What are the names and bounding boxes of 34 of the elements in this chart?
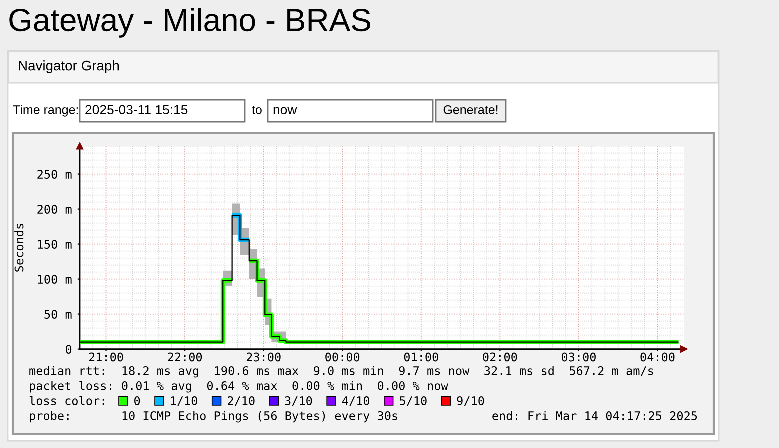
- chart-subtitle: Navigator Graph: [19, 60, 119, 74]
- legend-label: 0: [134, 396, 140, 406]
- x-tick-label: 04:00: [640, 352, 675, 362]
- legend-label: 5/10: [400, 396, 427, 406]
- x-tick-label: 03:00: [562, 352, 596, 362]
- legend-title: loss color:: [30, 396, 104, 406]
- legend-label: 9/10: [457, 396, 484, 406]
- text: median rtt: 18.2 ms avg 190.6 ms max 9.0 ms min 9.7 ms now 32.1 ms sd 567.2 m am/s: [30, 366, 654, 378]
- y-axis-title: Seconds: [14, 224, 24, 272]
- text: Generate!: [444, 106, 498, 114]
- text: 2025-03-11 15:15: [86, 105, 188, 115]
- legend-label: 1/10: [171, 396, 198, 406]
- x-tick-label: 23:00: [246, 352, 281, 362]
- x-tick-label: 02:00: [483, 352, 518, 362]
- text: probe: 10 ICMP Echo Pings (56 Bytes) every 30s: [30, 411, 398, 423]
- text: now: [274, 107, 298, 115]
- x-tick-label: 22:00: [168, 352, 202, 362]
- legend-label: 4/10: [342, 396, 370, 406]
- text: Time range:: [13, 105, 78, 117]
- text: to: [252, 106, 262, 114]
- text: end: Fri Mar 14 04:17:25 2025: [492, 411, 698, 420]
- y-tick-label: 0: [66, 345, 72, 354]
- x-tick-label: 01:00: [404, 352, 438, 362]
- legend-label: 3/10: [285, 396, 312, 406]
- chart-title: Gateway - Milano - BRAS: [10, 8, 370, 38]
- x-tick-label: 21:00: [89, 352, 124, 362]
- legend-label: 2/10: [228, 396, 255, 406]
- y-tick-label: 50 m: [44, 310, 72, 319]
- x-tick-label: 00:00: [326, 352, 360, 362]
- y-tick-label: 100 m: [38, 275, 72, 284]
- y-tick-label: 200 m: [38, 205, 72, 214]
- y-tick-label: 150 m: [38, 240, 72, 249]
- text: packet loss: 0.01 % avg 0.64 % max 0.00 % min 0.00 % now: [30, 381, 448, 393]
- y-tick-label: 250 m: [38, 170, 72, 179]
